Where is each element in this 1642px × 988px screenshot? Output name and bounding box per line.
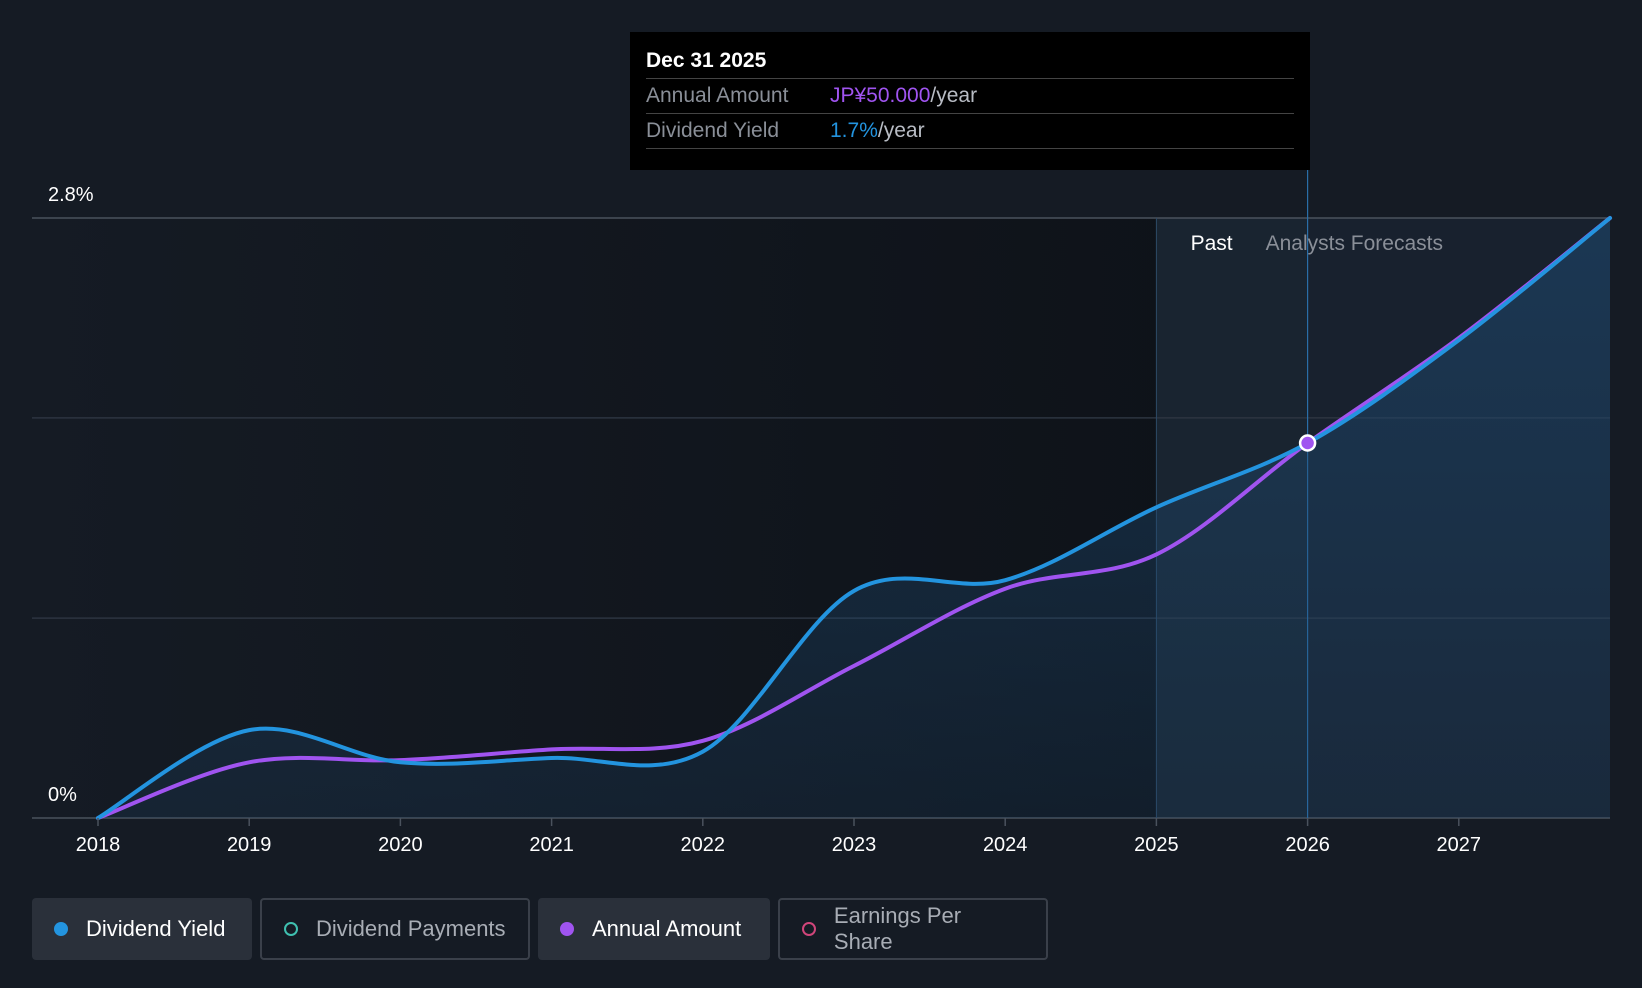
tooltip-yield-label: Dividend Yield: [646, 119, 780, 142]
legend-dot-icon: [54, 922, 68, 936]
legend-annual-amount[interactable]: Annual Amount: [538, 898, 770, 960]
legend-earnings-per-share[interactable]: Earnings Per Share: [778, 898, 1048, 960]
legend-label: Earnings Per Share: [833, 903, 962, 954]
x-tick-label: 2023: [832, 834, 877, 856]
past-label: Past: [1191, 232, 1233, 255]
x-tick-label: 2026: [1285, 834, 1330, 856]
y-tick-label: 0%: [48, 784, 77, 806]
x-tick-label: 2018: [76, 834, 121, 856]
x-tick-label: 2025: [1134, 834, 1179, 856]
highlight-marker: [1298, 434, 1317, 452]
x-tick-label: 2027: [1437, 834, 1482, 856]
legend-dividend-payments[interactable]: Dividend Payments: [260, 898, 530, 960]
annual-amount-line: [96, 216, 1612, 820]
y-tick-label: 2.8%: [48, 184, 94, 206]
legend-dividend-yield[interactable]: Dividend Yield: [32, 898, 252, 960]
legend-label: Dividend Yield: [86, 916, 226, 941]
tooltip-date: Dec 31 2025: [646, 32, 1294, 79]
tooltip-yield-value: 1.7%: [830, 119, 878, 142]
tooltip-yield-row: Dividend Yield 1.7% /year: [646, 114, 1294, 149]
yield-area: [98, 218, 1610, 818]
x-tick-label: 2019: [227, 834, 272, 856]
tooltip-yield-unit: /year: [877, 119, 925, 142]
x-tick-label: 2022: [681, 834, 726, 856]
legend-ring-icon: [802, 922, 816, 936]
tooltip: Dec 31 2025 Annual Amount JP¥50.000 /yea…: [630, 32, 1310, 170]
tooltip-annual-row: Annual Amount JP¥50.000 /year: [646, 79, 1294, 114]
legend-label: Dividend Payments: [316, 916, 506, 941]
tooltip-annual-unit: /year: [930, 84, 978, 107]
x-tick-label: 2024: [983, 834, 1028, 856]
legend-label: Annual Amount: [592, 916, 742, 941]
legend-dot-icon: [560, 922, 574, 936]
x-tick-label: 2021: [529, 834, 574, 856]
dividend-yield-line: [96, 216, 1612, 820]
forecast-label: Analysts Forecasts: [1266, 232, 1443, 255]
tooltip-annual-label: Annual Amount: [646, 84, 789, 107]
tooltip-annual-value: JP¥50.000: [830, 84, 931, 107]
x-tick-label: 2020: [378, 834, 423, 856]
legend-ring-icon: [284, 922, 298, 936]
